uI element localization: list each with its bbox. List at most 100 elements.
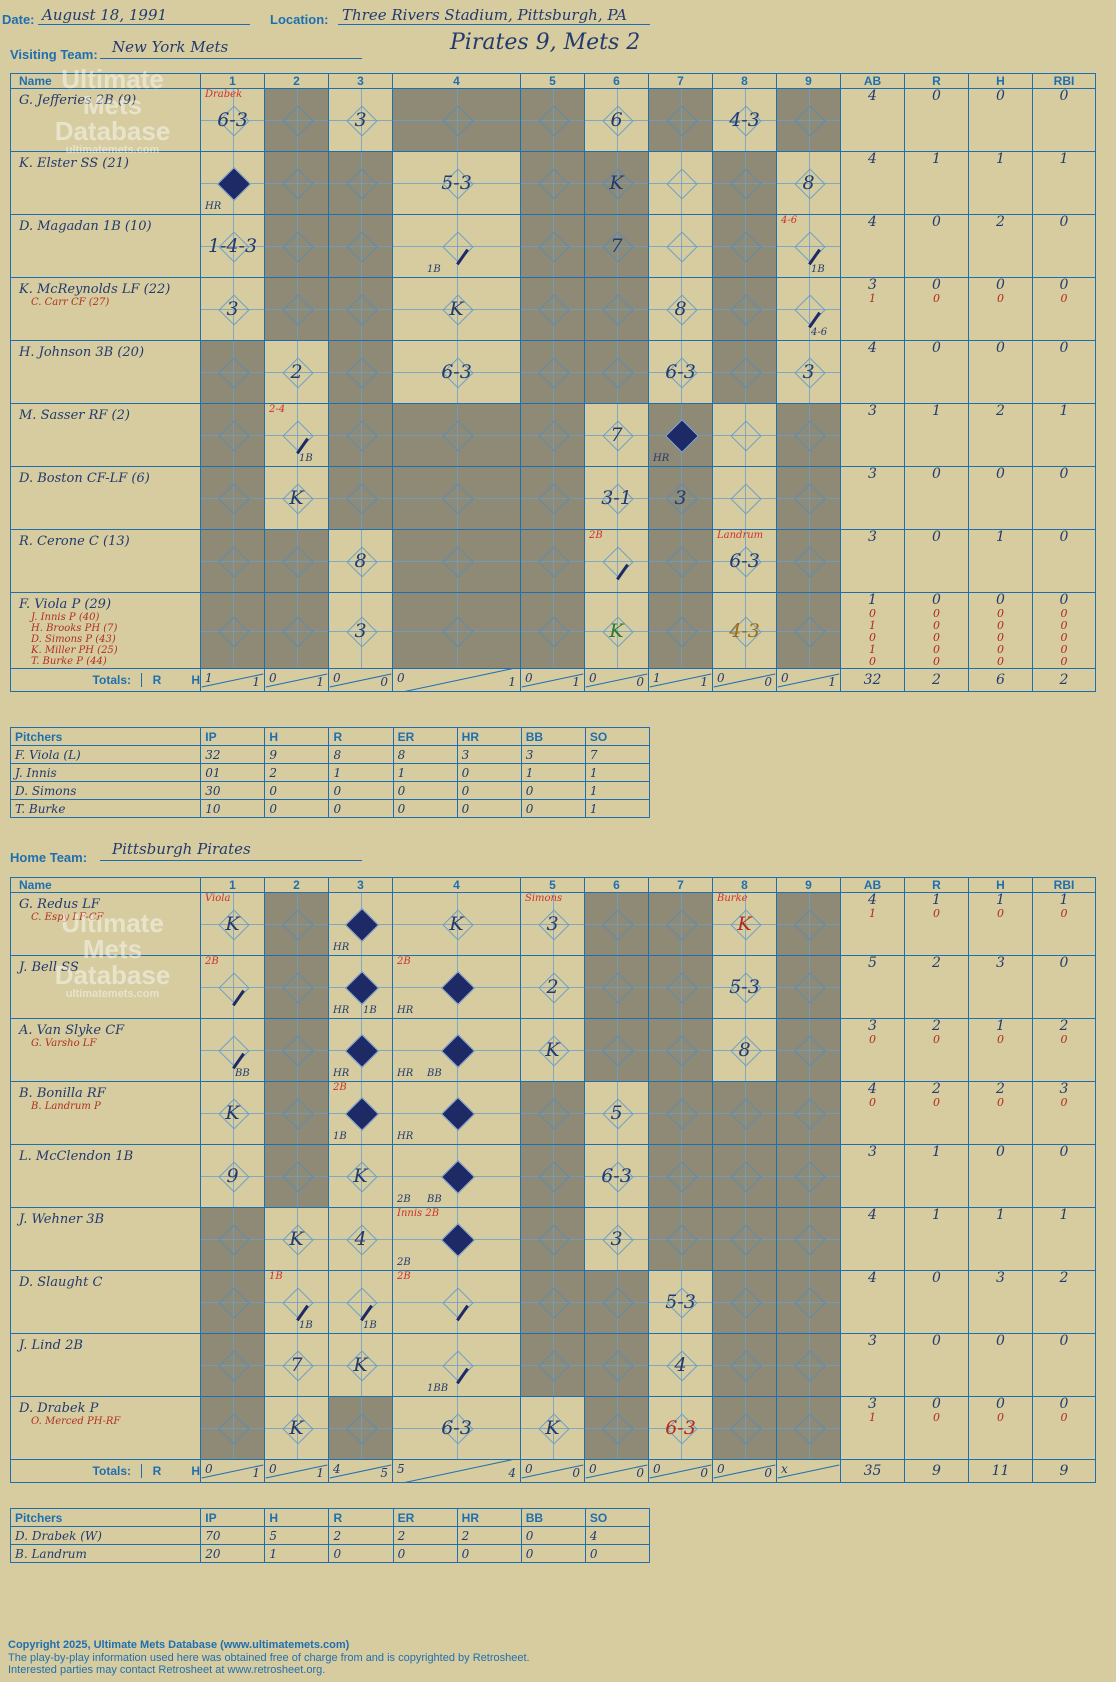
stat-value: 1 xyxy=(932,403,941,419)
play-result: 8 xyxy=(354,550,367,572)
base-diamond xyxy=(537,231,570,263)
stat-h: 0 xyxy=(968,466,1033,530)
play-result: 5-3 xyxy=(729,976,760,998)
inning-hits: 0 xyxy=(636,1466,644,1480)
pitching-header: BB xyxy=(520,1508,586,1527)
stat-rbi: 2 xyxy=(1032,1270,1096,1334)
stat-value: 0 xyxy=(997,1033,1004,1046)
base-diamond xyxy=(601,972,634,1004)
table-row: H. Johnson 3B (20) 2 6-3 6-3 3 4 0 0 0 xyxy=(10,340,1096,404)
stat-value: 0 xyxy=(1059,529,1069,545)
at-bat-cell xyxy=(328,277,393,341)
inning-header-9: 9 xyxy=(776,73,841,89)
base-diamond xyxy=(345,231,378,263)
inning-hits: 0 xyxy=(764,675,772,689)
at-bat-cell xyxy=(200,1396,265,1460)
at-bat-cell xyxy=(328,466,393,530)
stat-ab: 4 xyxy=(840,151,905,215)
stat-r: 0 xyxy=(904,340,969,404)
stat-value: 0 xyxy=(932,1270,941,1286)
cell-note: Burke xyxy=(717,893,748,905)
inning-hits: 0 xyxy=(380,675,388,689)
inning-hits: 1 xyxy=(828,675,836,689)
stat-value: 0 xyxy=(997,631,1004,644)
stat-value: 0 xyxy=(997,619,1004,632)
stat-h: 0 xyxy=(968,1144,1033,1208)
at-bat-cell: 9 xyxy=(200,1144,265,1208)
player-name-cell: M. Sasser RF (2) xyxy=(10,403,201,467)
at-bat-cell: 2 xyxy=(520,955,585,1019)
base-diamond xyxy=(281,1098,314,1130)
advance-tag: BB xyxy=(427,1068,442,1079)
base-diamond xyxy=(665,1098,698,1130)
visiting-team-underline xyxy=(100,58,362,59)
at-bat-cell xyxy=(200,1207,265,1271)
base-diamond xyxy=(537,294,570,326)
table-row: B. Bonilla RF B. Landrum P K 1B 2B HR 5 4 0 2 0 2 0 3… xyxy=(10,1081,1096,1145)
table-row: D. Simons 30 0 0 0 0 0 1 xyxy=(9,781,651,800)
base-diamond xyxy=(281,546,314,578)
at-bat-cell xyxy=(520,1270,585,1334)
stat-h: 2 xyxy=(968,403,1033,467)
base-diamond xyxy=(537,105,570,137)
inning-hits: 0 xyxy=(572,1466,580,1480)
inning-runs: 0 xyxy=(717,671,725,685)
advance-tag: 1BB xyxy=(427,1383,449,1394)
pitching-header: R xyxy=(328,727,394,746)
inning-header-8: 8 xyxy=(712,73,777,89)
base-diamond xyxy=(217,615,250,648)
base-diamond xyxy=(729,294,762,326)
stat-value: 3 xyxy=(868,1396,877,1412)
stat-total: 9 xyxy=(904,1459,969,1483)
pitching-stat: 8 xyxy=(328,745,394,764)
base-diamond xyxy=(217,1035,250,1067)
inning-runs: 0 xyxy=(589,1462,597,1476)
at-bat-cell: K xyxy=(328,1333,393,1397)
table-row: D. Boston CF-LF (6) K 3-1 3 3 0 0 0 xyxy=(10,466,1096,530)
at-bat-cell xyxy=(520,592,585,669)
play-result: K xyxy=(225,913,240,935)
stat-value: 0 xyxy=(997,643,1004,656)
base-diamond xyxy=(281,168,314,200)
date-value: August 18, 1991 xyxy=(42,6,168,24)
inning-runs: 0 xyxy=(653,1462,661,1476)
stat-value: 1 xyxy=(932,892,941,908)
at-bat-cell: 3 xyxy=(648,466,713,530)
play-result: 6-3 xyxy=(729,550,760,572)
stat-value: 0 xyxy=(869,1033,876,1046)
stat-value: 0 xyxy=(996,466,1005,482)
at-bat-cell xyxy=(200,1333,265,1397)
stat-h: 3 xyxy=(968,1270,1033,1334)
stat-value: 0 xyxy=(996,592,1005,608)
at-bat-cell xyxy=(776,1018,841,1082)
stat-value: 0 xyxy=(932,277,941,293)
cell-note: Landrum xyxy=(717,530,764,542)
at-bat-cell: 6-3 xyxy=(648,1396,713,1460)
inning-hits: 1 xyxy=(252,675,260,689)
play-result: 1-4-3 xyxy=(207,235,258,257)
base-diamond xyxy=(601,546,634,578)
hit-tag: HR xyxy=(333,1068,350,1079)
at-bat-cell xyxy=(712,1396,777,1460)
at-bat-cell: 2B xyxy=(200,955,265,1019)
base-diamond xyxy=(281,231,314,263)
play-result: 3 xyxy=(674,487,687,509)
stat-value: 1 xyxy=(996,151,1005,167)
stat-value: 1 xyxy=(1059,892,1069,908)
at-bat-cell xyxy=(648,214,713,278)
home-team-underline xyxy=(100,860,362,861)
pitching-stat: 3 xyxy=(520,745,586,764)
stat-value: 0 xyxy=(869,631,876,644)
at-bat-cell: HR 2B xyxy=(392,955,521,1019)
stat-ab: 4 xyxy=(840,88,905,152)
play-result: 6-3 xyxy=(441,361,472,383)
inning-header-6: 6 xyxy=(584,73,649,89)
stat-value: 3 xyxy=(868,277,877,293)
